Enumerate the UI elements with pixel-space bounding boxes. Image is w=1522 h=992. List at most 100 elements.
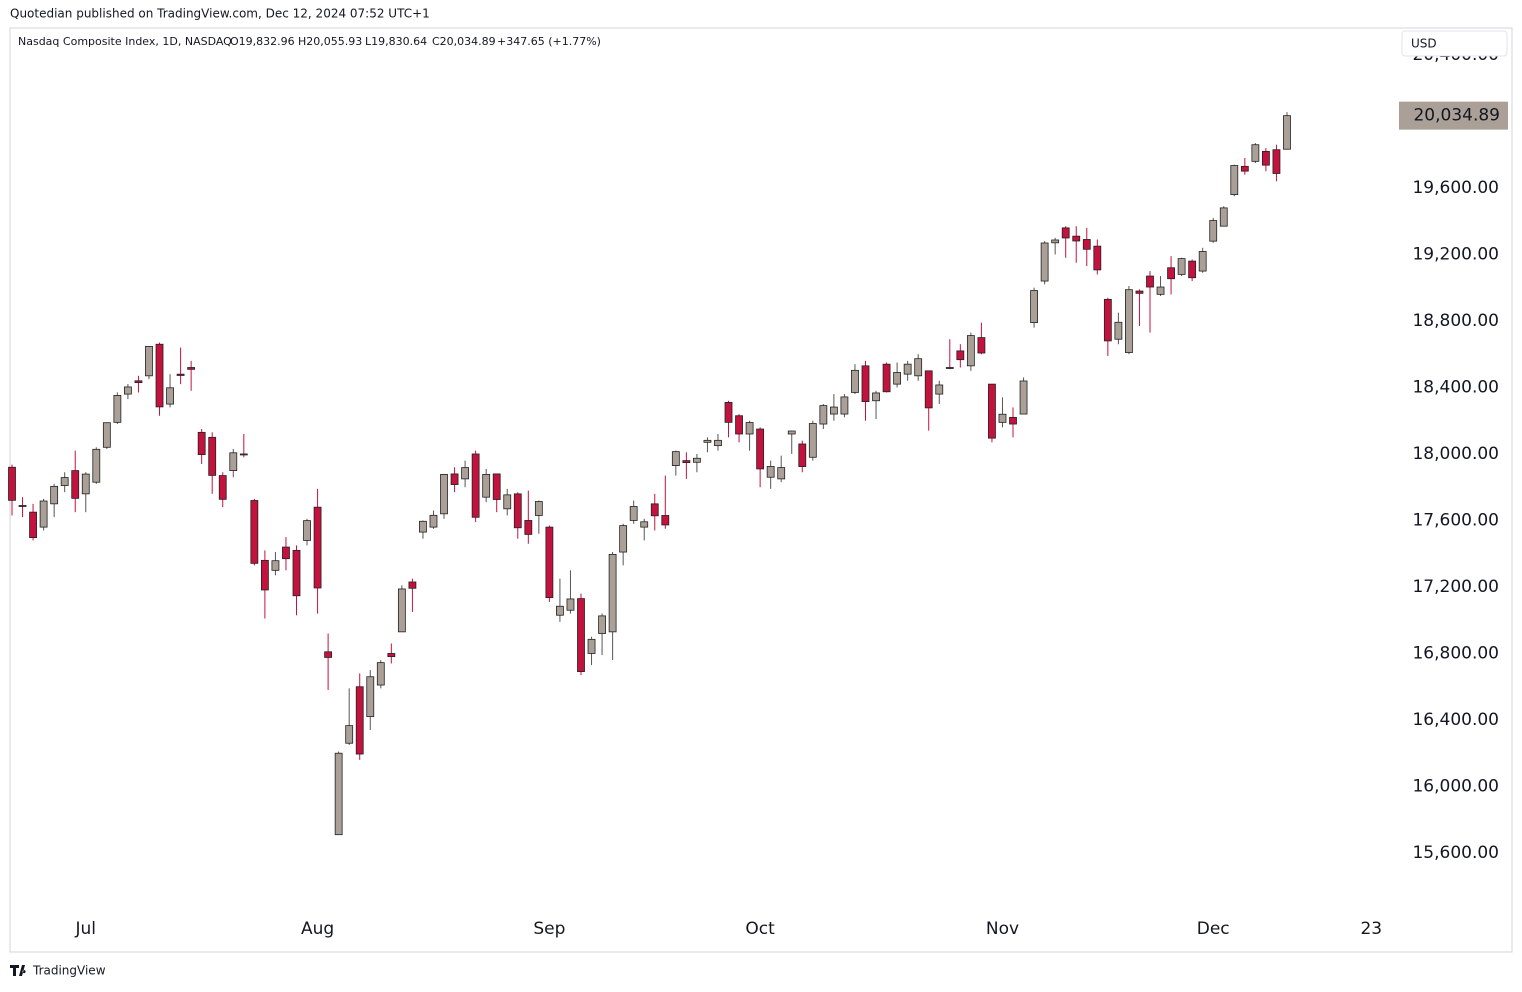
candle-body <box>1114 321 1123 340</box>
candle-body <box>376 662 385 686</box>
candle-body <box>513 493 522 529</box>
candle-body <box>714 439 722 447</box>
candle-body <box>924 370 933 409</box>
candle-body <box>197 431 206 456</box>
candle-body <box>1040 242 1049 282</box>
candle-body <box>1093 245 1102 271</box>
currency-button[interactable] <box>1401 30 1508 57</box>
candle-body <box>745 422 754 435</box>
candle-body <box>1103 298 1112 342</box>
candle-body <box>155 343 164 408</box>
candle-body <box>429 514 438 528</box>
candle-body <box>577 598 585 672</box>
x-tick-label: Nov <box>986 919 1019 939</box>
candle-body <box>693 457 701 463</box>
candle-body <box>1082 239 1091 250</box>
candle-body <box>1188 260 1197 279</box>
candle-body <box>998 413 1007 423</box>
candle-body <box>840 396 849 415</box>
candle-body <box>1051 239 1060 244</box>
y-tick-label: 17,200.00 <box>1412 577 1499 597</box>
candle-body <box>566 598 575 611</box>
candle-body <box>650 503 659 517</box>
price-axis: 15,600.00 16,000.00 16,400.00 16,800.00 17,2… <box>1395 45 1508 863</box>
candle-body <box>440 474 448 515</box>
candle-body <box>1019 380 1028 415</box>
candle-body <box>956 350 965 361</box>
candle-body <box>92 448 101 483</box>
candle-body <box>787 430 796 435</box>
last-price-label: 20,034.89 <box>1413 106 1500 126</box>
candle-body <box>872 392 880 402</box>
candle-body <box>1061 227 1070 239</box>
candle-body <box>1251 144 1260 162</box>
currency-label: USD <box>1411 37 1437 51</box>
y-tick-label: 18,400.00 <box>1412 377 1499 397</box>
candle-body <box>661 515 670 526</box>
candle-body <box>1167 267 1175 280</box>
x-tick-label: Oct <box>745 919 775 939</box>
candle-body <box>324 651 333 658</box>
candle-body <box>260 559 269 591</box>
candle-body <box>1146 275 1154 288</box>
candle-body <box>1230 165 1239 195</box>
candle-body <box>882 363 891 393</box>
candle-body <box>503 494 512 510</box>
candle-body <box>756 428 765 470</box>
candle-body <box>1209 220 1218 242</box>
candle-body <box>282 546 290 560</box>
candle-body <box>492 473 501 500</box>
candle-body <box>903 363 912 375</box>
candle-body <box>735 415 743 435</box>
candle-body <box>556 605 564 616</box>
candle-body <box>102 422 111 448</box>
candle-body <box>29 511 37 538</box>
candle-body <box>250 500 259 564</box>
candle-body <box>71 470 80 499</box>
candle-body <box>1283 115 1291 150</box>
candle-body <box>397 588 406 633</box>
symbol-name: Nasdaq Composite Index, 1D, NASDAQ <box>18 35 232 48</box>
low-value: L19,830.64 <box>365 35 427 48</box>
x-tick-label: Sep <box>533 919 565 939</box>
candle-body <box>935 384 944 395</box>
candle-body <box>355 686 364 755</box>
candle-body <box>461 467 469 480</box>
candle-body <box>387 653 396 658</box>
tradingview-logo <box>10 965 26 976</box>
candle-body <box>1262 150 1270 166</box>
candle-body <box>1198 251 1207 272</box>
candle-body <box>18 505 27 507</box>
candle-body <box>1272 149 1281 174</box>
candle-body <box>292 549 301 597</box>
candle-body <box>861 365 870 402</box>
candle-body <box>1072 235 1081 242</box>
change-value: +347.65 (+1.77%) <box>497 35 601 48</box>
candle-body <box>187 367 196 370</box>
candle-body <box>619 525 628 553</box>
open-value: O19,832.96 <box>230 35 295 48</box>
candle-body <box>640 521 649 528</box>
candle-body <box>271 560 280 571</box>
candle-body <box>408 581 417 589</box>
candle-body <box>545 526 554 599</box>
candle-body <box>1240 165 1249 172</box>
candle-body <box>60 477 69 486</box>
candle-body <box>345 725 354 744</box>
candle-body <box>977 337 986 354</box>
candle-body <box>166 387 174 405</box>
candle-body <box>671 451 680 466</box>
candle-body <box>239 453 248 456</box>
y-tick-label: 17,600.00 <box>1412 510 1499 530</box>
candle-body <box>113 395 122 423</box>
candle-body <box>829 406 838 415</box>
y-tick-label: 19,600.00 <box>1412 178 1499 198</box>
legend-header: Nasdaq Composite Index, 1D, NASDAQ O19,8… <box>18 35 601 48</box>
close-value: C20,034.89 <box>432 35 496 48</box>
candle-body <box>703 439 712 443</box>
candle-body <box>81 473 90 495</box>
candle-body <box>8 466 16 501</box>
x-tick-label: Jul <box>75 919 97 939</box>
candle-body <box>50 485 59 505</box>
